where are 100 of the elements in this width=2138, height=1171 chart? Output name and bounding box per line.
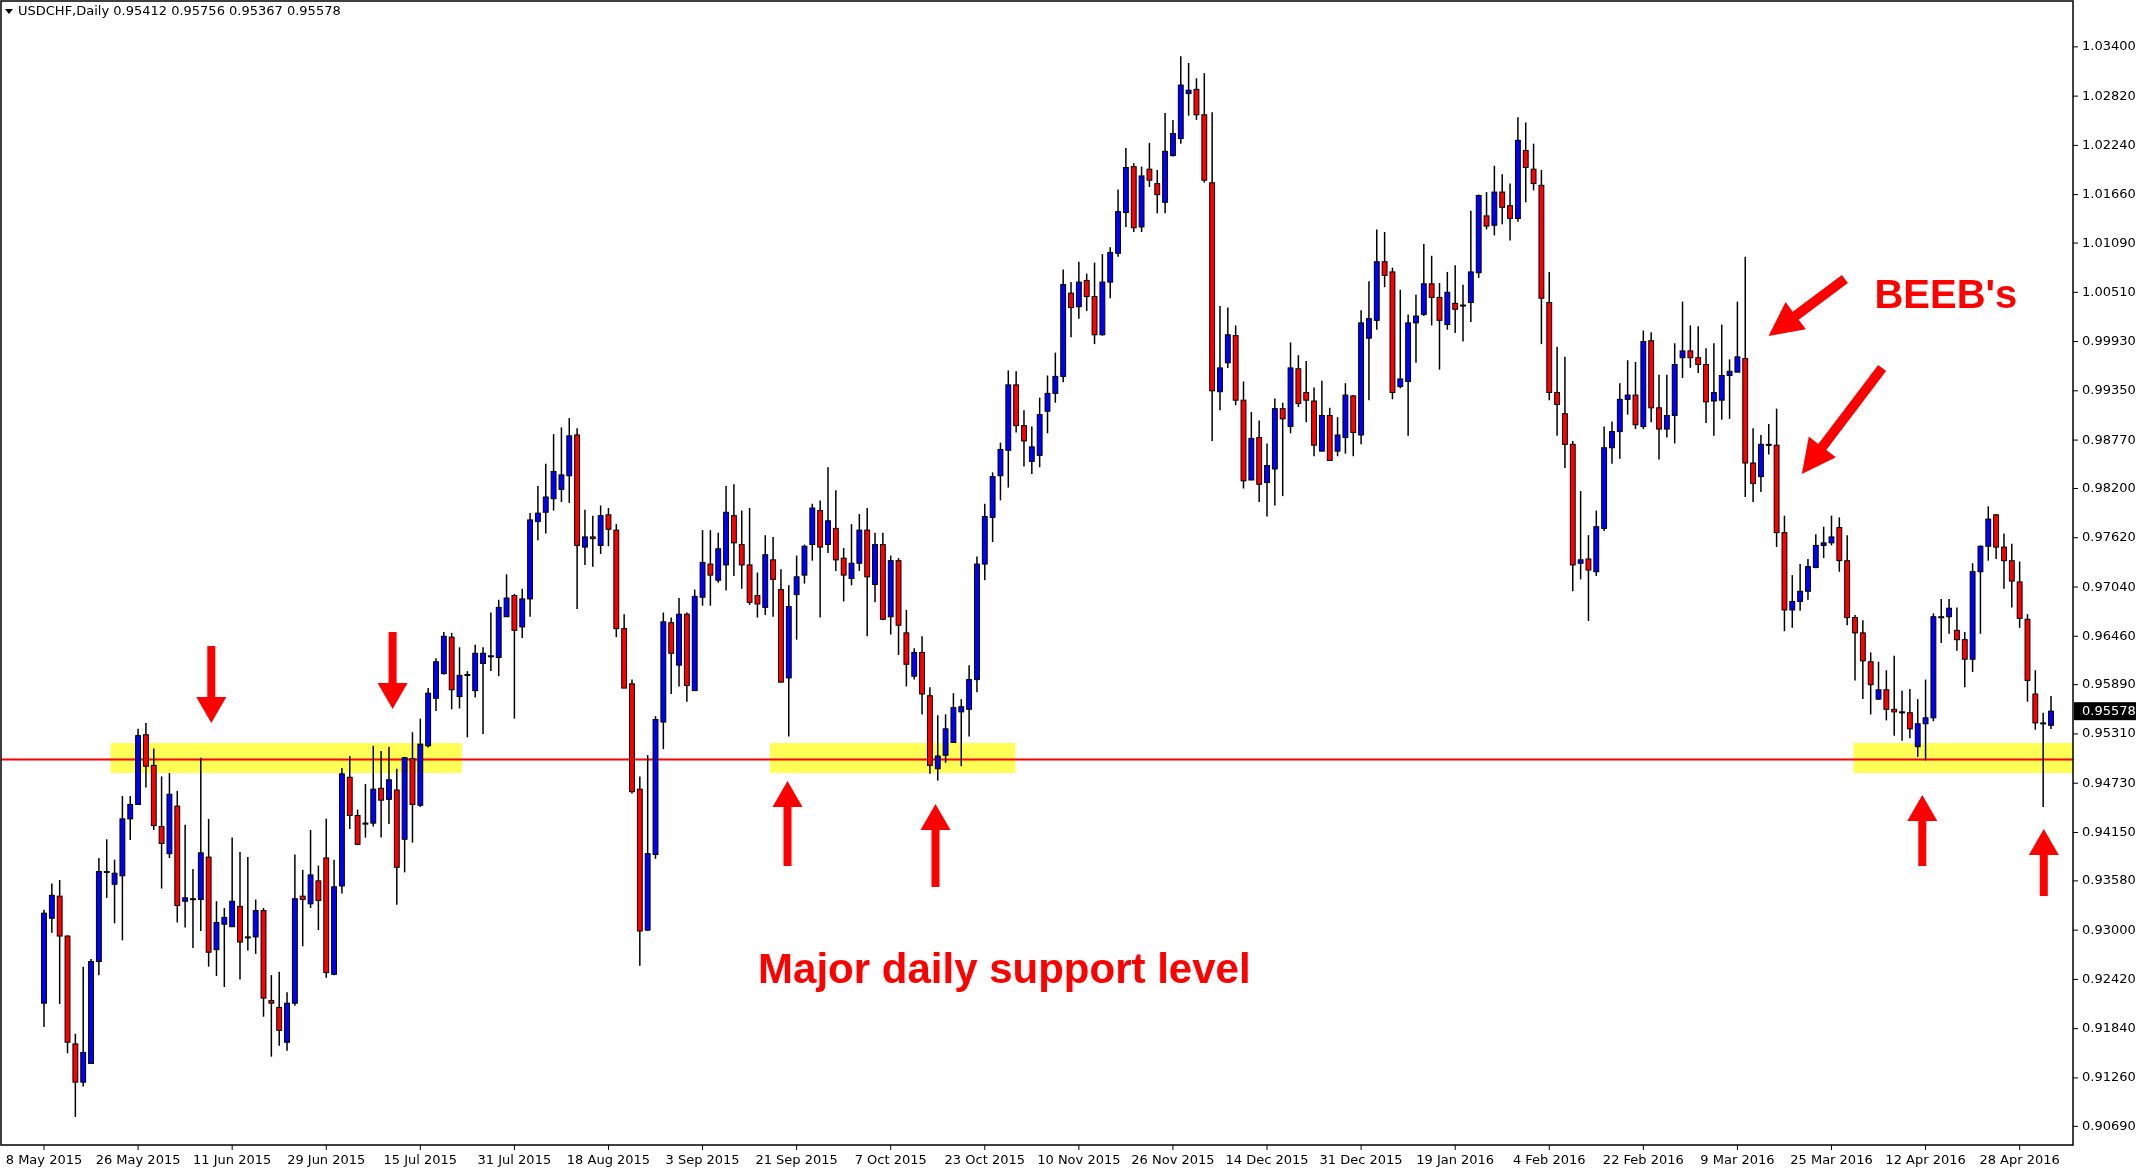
x-tick-label: 9 Mar 2016 <box>1700 1152 1775 1167</box>
y-tick-label: 1.00510 <box>2082 283 2136 299</box>
candlestick <box>1264 442 1270 518</box>
candlestick <box>582 508 588 566</box>
x-tick-label: 19 Jan 2016 <box>1416 1152 1495 1167</box>
candlestick <box>793 554 800 641</box>
x-tick-label: 31 Dec 2015 <box>1319 1152 1403 1167</box>
candlestick <box>1028 425 1035 475</box>
x-tick-label: 23 Oct 2015 <box>944 1152 1025 1167</box>
candlestick <box>770 536 777 618</box>
x-tick-label: 15 Jul 2015 <box>383 1152 458 1167</box>
y-tick-label: 0.95890 <box>2082 676 2136 692</box>
candlestick <box>48 882 55 934</box>
x-tick-label: 4 Feb 2016 <box>1512 1152 1586 1167</box>
candlestick <box>182 824 189 929</box>
candlestick <box>1068 281 1074 339</box>
candlestick <box>542 463 549 535</box>
y-tick-label: 0.95310 <box>2082 725 2136 741</box>
y-tick-label: 0.90690 <box>2082 1117 2136 1133</box>
candlestick <box>2040 711 2047 808</box>
y-tick-label: 0.93580 <box>2082 872 2136 888</box>
y-tick-label: 0.93000 <box>2082 921 2136 937</box>
candlestick <box>1899 689 1905 742</box>
candlestick <box>127 795 134 841</box>
candlestick <box>1906 688 1913 739</box>
x-tick-label: 7 Oct 2015 <box>854 1152 927 1167</box>
candlestick <box>1217 305 1223 412</box>
candlestick <box>190 868 196 949</box>
chart-title: USDCHF,Daily 0.95412 0.95756 0.95367 0.95578 <box>18 3 341 18</box>
candlestick <box>268 974 275 1058</box>
candlestick <box>1961 631 1968 688</box>
candlestick <box>1170 119 1176 158</box>
y-tick-label: 0.91260 <box>2082 1069 2136 1085</box>
x-tick-label: 18 Aug 2015 <box>566 1152 651 1167</box>
x-tick-label: 22 Feb 2016 <box>1602 1152 1684 1167</box>
candlestick <box>1710 342 1717 437</box>
candlestick <box>1663 373 1670 439</box>
candlestick <box>1695 325 1702 374</box>
y-tick-label: 1.03400 <box>2082 38 2136 54</box>
x-tick-label: 12 Apr 2016 <box>1885 1152 1966 1167</box>
candlestick <box>487 611 494 672</box>
candlestick <box>2048 695 2054 730</box>
candlestick <box>1750 427 1757 503</box>
candlestick <box>1891 655 1898 737</box>
y-tick-label: 1.01090 <box>2082 234 2136 250</box>
candlestick <box>1812 533 1819 570</box>
candlestick <box>1867 651 1874 716</box>
candlestick <box>1413 294 1419 364</box>
y-tick-label: 0.99350 <box>2082 382 2136 398</box>
candlestick <box>534 485 541 542</box>
y-tick-label: 0.97040 <box>2082 578 2136 594</box>
y-tick-label: 0.91840 <box>2082 1020 2136 1036</box>
x-tick-label: 26 May 2015 <box>95 1152 181 1167</box>
annotation: BEEB's <box>1874 272 2018 316</box>
candlestick <box>103 838 110 899</box>
x-tick-label: 10 Nov 2015 <box>1037 1152 1121 1167</box>
candlestick <box>1303 360 1310 423</box>
candlestick <box>1609 420 1615 465</box>
candlestick <box>1554 345 1561 437</box>
y-tick-label: 0.94150 <box>2082 823 2136 839</box>
x-tick-label: 8 May 2015 <box>5 1152 83 1167</box>
x-tick-label: 29 Jun 2015 <box>287 1152 366 1167</box>
candlestick <box>1366 280 1372 401</box>
y-tick-label: 0.92420 <box>2082 970 2136 986</box>
y-tick-label: 1.01660 <box>2082 186 2136 202</box>
candlestick <box>1154 169 1161 215</box>
y-tick-label: 0.99930 <box>2082 333 2136 349</box>
x-tick-label: 14 Dec 2015 <box>1225 1152 1309 1167</box>
y-tick-label: 1.02240 <box>2082 136 2136 152</box>
candlestick <box>1852 614 1858 682</box>
candlestick <box>1938 598 1945 644</box>
x-tick-label: 28 Apr 2016 <box>1979 1152 2060 1167</box>
x-tick-label: 21 Sep 2015 <box>755 1152 838 1167</box>
candlestick <box>1452 264 1459 334</box>
candlestick <box>1530 142 1537 192</box>
y-tick-label: 0.94730 <box>2082 774 2136 790</box>
candlestick <box>1507 182 1513 242</box>
annotation: Major daily support level <box>758 945 1251 992</box>
x-tick-label: 25 Mar 2016 <box>1790 1152 1873 1167</box>
candlestick <box>1656 373 1662 461</box>
y-tick-label: 0.98200 <box>2082 480 2136 495</box>
candlestick <box>1953 606 1960 652</box>
candlestick <box>1946 598 1953 635</box>
candlestick <box>2001 532 2007 590</box>
y-tick-label: 1.02820 <box>2082 87 2136 103</box>
x-tick-label: 11 Jun 2015 <box>193 1152 272 1167</box>
candlestick <box>1797 563 1804 612</box>
candlestick <box>738 509 745 590</box>
candlestick <box>2008 542 2015 609</box>
y-tick-label: 0.96460 <box>2082 627 2136 643</box>
candlestick <box>386 745 392 825</box>
candlestick <box>911 647 918 681</box>
candlestick <box>1460 283 1466 343</box>
candlestick <box>825 466 831 554</box>
candlestick <box>276 970 283 1047</box>
candlestick <box>480 646 486 735</box>
candlestick <box>589 514 596 568</box>
candlestick <box>1765 423 1772 456</box>
x-tick-label: 3 Sep 2015 <box>665 1152 740 1167</box>
candlestick <box>1499 173 1506 226</box>
